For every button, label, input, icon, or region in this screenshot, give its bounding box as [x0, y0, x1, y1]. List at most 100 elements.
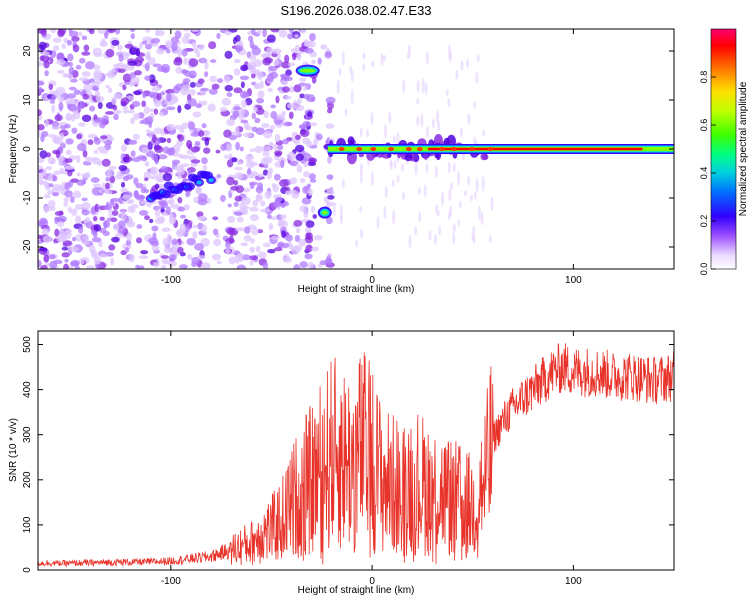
colorbar-tick-label: 0.4 [699, 167, 709, 180]
spectrogram-cell [135, 237, 143, 244]
spectrogram-cell [168, 216, 176, 225]
spectrogram-cell [359, 206, 363, 214]
spectrogram-cell [79, 258, 85, 265]
spectrogram-cell [294, 234, 301, 243]
spectrogram-cell [155, 48, 165, 55]
spectrogram-cell [98, 240, 103, 248]
spectrogram-cell [81, 201, 91, 211]
spectrogram-cell [286, 122, 292, 126]
spectrogram-cell [166, 137, 172, 144]
spectrogram-cell [299, 205, 307, 213]
spectrogram-cell [194, 243, 205, 251]
colorbar-tick-label: 0.0 [699, 263, 709, 276]
spectrogram-cell [71, 237, 77, 242]
spectrogram-cell [383, 54, 387, 62]
spectrogram-cell [232, 110, 240, 118]
spectrogram-cell [216, 173, 222, 179]
spectrogram-cell [360, 229, 364, 239]
spectrogram-cell [177, 153, 184, 159]
spectrogram-cell [190, 146, 200, 153]
spectrogram-cell [447, 211, 451, 221]
spectrogram-cell [78, 77, 89, 81]
spectrogram-cell [161, 258, 170, 265]
spectrogram-cell [452, 232, 456, 245]
spectrogram-cell [43, 193, 51, 199]
spectrogram-cell [277, 219, 286, 227]
spectrogram-cell [272, 48, 282, 55]
spectrogram-cell [418, 211, 422, 223]
spectrogram-cell [257, 229, 264, 234]
spectrogram-cell [187, 121, 196, 130]
snr-y-label: SNR (10 * v/v) [8, 418, 19, 482]
spectrogram-cell [40, 29, 47, 36]
x-tick-label: -100 [161, 576, 181, 587]
spectrogram-cell [53, 137, 64, 145]
spectrogram-cell [71, 36, 80, 42]
spectrogram-cell [183, 57, 188, 65]
spectrogram-cell [327, 155, 332, 164]
spectrogram-cell [231, 131, 241, 137]
spectrogram-cell [251, 44, 258, 50]
spectrogram-cell [284, 190, 291, 196]
spectrogram-cell [362, 52, 366, 60]
spectrogram-cell [97, 189, 103, 193]
spectrogram-cell [126, 199, 135, 204]
spectrogram-cell [197, 78, 205, 84]
snr-x-ticks: -100 0 100 [161, 331, 582, 587]
spectrogram-cell [239, 75, 250, 81]
spectrogram-cell [285, 234, 294, 242]
spectrogram-cell [140, 186, 147, 194]
spectrogram-cell [65, 149, 72, 156]
spectrogram-cell [44, 119, 49, 128]
spectrogram-cell [264, 57, 274, 64]
spectrogram-cell [197, 198, 208, 206]
spectrogram-cell [111, 236, 120, 243]
spectrogram-cell [120, 181, 126, 188]
spectrogram-cell [306, 231, 311, 240]
spectrogram-cell [93, 256, 102, 265]
spectrogram-cell [180, 163, 190, 168]
spectrogram-cell [77, 104, 82, 111]
spectrogram-cell [187, 98, 197, 107]
colorbar-tick-label: 0.2 [699, 215, 709, 228]
spectrogram-cell [121, 194, 132, 201]
spectrogram-cell [38, 41, 47, 51]
spectrogram-cell [144, 75, 152, 81]
spectrogram-cell [105, 84, 110, 89]
spectrogram-cell [38, 86, 44, 95]
spectrogram-cell [141, 100, 147, 108]
spectrogram-cell [326, 174, 334, 180]
spectrogram-cell [256, 29, 262, 34]
spectrogram-cell [252, 106, 259, 112]
spectrogram-cell [299, 129, 310, 138]
spectrogram-cell [466, 58, 470, 68]
spectrogram-cell [148, 108, 155, 113]
x-tick-label: 100 [565, 275, 582, 286]
spectrogram-cell [122, 84, 127, 91]
spectrogram-cell [268, 223, 274, 231]
spectrogram-cell [81, 71, 91, 77]
spectrogram-cell [161, 227, 171, 232]
spectrogram-cell [254, 117, 261, 124]
spectrogram-cell [215, 149, 221, 154]
y-tick-label: 100 [22, 516, 33, 533]
spectrogram-cell [276, 113, 285, 120]
spectrogram-cell [417, 186, 421, 195]
spectrogram-cell [94, 118, 101, 123]
spectrogram-cell [120, 144, 128, 152]
spectrogram-cell [313, 234, 323, 241]
spectrogram-cell [50, 158, 55, 165]
spectrogram-cell [472, 225, 476, 237]
spectrogram-cell [304, 227, 312, 234]
spectrogram-cell [204, 137, 210, 146]
spectrogram-cell [85, 156, 93, 163]
spectrogram-cell [450, 147, 457, 151]
spectrogram-cell [113, 93, 122, 100]
spectrogram-cell [132, 133, 140, 140]
spectrogram-cell [97, 101, 103, 110]
spectrogram-cell [370, 147, 377, 151]
spectrogram-cell [235, 227, 245, 232]
spectrogram-cell [458, 201, 462, 209]
spectrogram-cell [476, 54, 480, 63]
spectrogram-cell [220, 143, 227, 151]
